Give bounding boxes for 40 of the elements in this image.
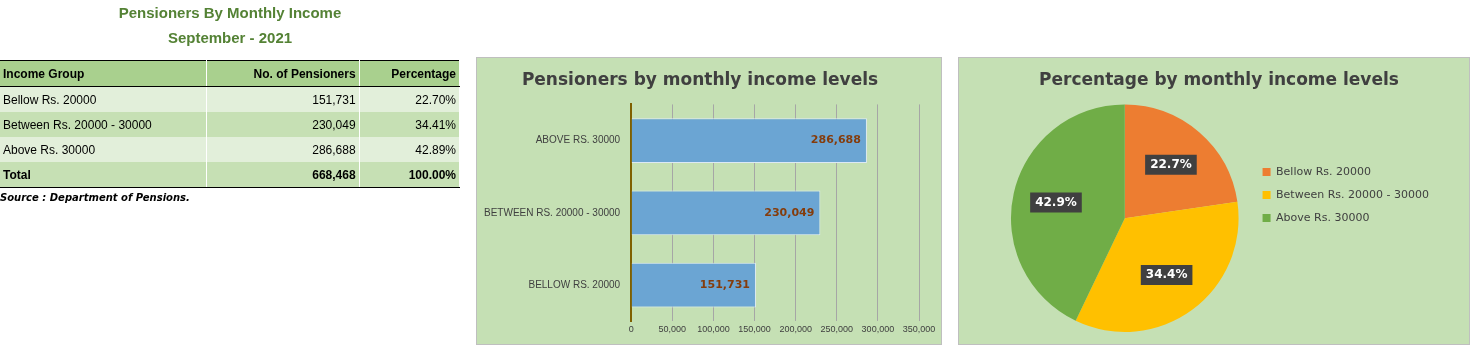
- data-label: 42.9%: [1035, 194, 1077, 209]
- category-label: Between Rs. 20000 - 30000: [0, 112, 207, 137]
- data-label: 22.70%: [359, 86, 460, 112]
- legend-label: Bellow Rs. 20000: [1276, 164, 1372, 178]
- data-label: 230,049: [764, 205, 815, 219]
- data-label: 42.89%: [359, 137, 460, 162]
- data-label: 22.7%: [1150, 156, 1192, 171]
- data-label: 668,468: [206, 162, 360, 188]
- text: Pensioners By Monthly Income: [117, 4, 343, 21]
- data-label: 34.41%: [359, 112, 460, 137]
- series-label: Percentage: [359, 60, 460, 87]
- legend-label: Between Rs. 20000 - 30000: [1276, 187, 1430, 201]
- text: Income Group: [0, 60, 207, 87]
- x-tick-label: 150,000: [738, 324, 771, 335]
- x-tick-label: 50,000: [658, 324, 687, 335]
- data-label: 100.00%: [359, 162, 460, 188]
- text: September - 2021: [166, 29, 294, 46]
- chart-title: Percentage by monthly income levels: [1039, 68, 1399, 89]
- data-label: 151,731: [206, 86, 360, 112]
- x-tick-label: 350,000: [902, 324, 936, 335]
- y-tick-label: BELLOW RS. 20000: [528, 278, 621, 290]
- source-note: Source : Department of Pensions.: [0, 192, 191, 203]
- legend-label: Above Rs. 30000: [1276, 210, 1370, 224]
- data-label: 34.4%: [1145, 267, 1188, 282]
- data-label: 286,688: [206, 137, 360, 162]
- x-tick-label: 200,000: [779, 324, 812, 335]
- x-tick-label: 100,000: [697, 324, 730, 335]
- data-label: 151,731: [699, 277, 750, 291]
- chart-title: Pensioners by monthly income levels: [521, 68, 879, 89]
- x-tick-label: 300,000: [861, 324, 895, 335]
- data-label: 286,688: [810, 133, 861, 147]
- x-tick-label: 250,000: [820, 324, 854, 335]
- y-tick-label: BETWEEN RS. 20000 - 30000: [483, 206, 621, 218]
- data-label: 230,049: [206, 112, 360, 137]
- category-label: Bellow Rs. 20000: [0, 86, 207, 112]
- category-label: Total: [0, 162, 207, 188]
- category-label: Above Rs. 30000: [0, 137, 207, 162]
- x-tick-label: 0: [628, 324, 634, 335]
- series-label: No. of Pensioners: [206, 60, 360, 87]
- y-tick-label: ABOVE RS. 30000: [535, 134, 621, 146]
